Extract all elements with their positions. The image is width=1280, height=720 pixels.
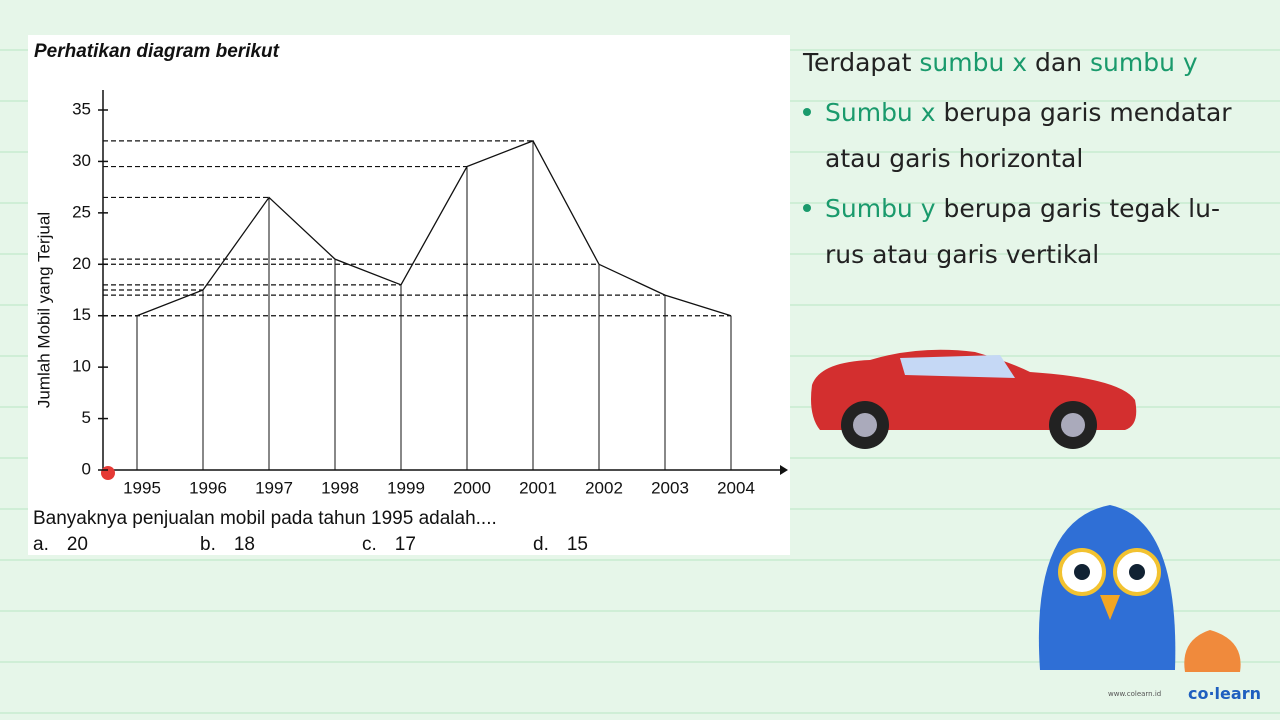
y-tick-label: 20 (72, 254, 91, 273)
text: berupa garis mendatar atau garis horizon… (825, 98, 1232, 173)
text: Terdapat (803, 48, 912, 77)
option-value: 17 (394, 534, 416, 555)
highlight: Sumbu y (825, 194, 936, 223)
option-letter: d. (533, 534, 549, 555)
option-letter: a. (33, 534, 49, 555)
y-tick-label: 10 (72, 357, 91, 376)
y-tick-label: 35 (72, 99, 91, 118)
x-tick-label: 1998 (321, 478, 359, 497)
option-letter: b. (200, 534, 216, 555)
y-tick-label: 30 (72, 151, 91, 170)
option-value: 20 (66, 534, 88, 555)
x-tick-label: 1995 (123, 478, 161, 497)
option: d. 15 (533, 534, 588, 556)
intro: Terdapat sumbu x dan sumbu y (803, 40, 1263, 86)
car (811, 349, 1137, 449)
highlight: Sumbu x (825, 98, 936, 127)
bullet: Sumbu x berupa garis mendatar atau garis… (803, 90, 1263, 182)
line (136, 140, 732, 317)
x-tick-label: 1999 (387, 478, 425, 497)
chart: Perhatikan diagram berikut Jumlah Mobil … (34, 41, 788, 497)
chart-title: Perhatikan diagram berikut (34, 41, 280, 62)
brand-url: www.colearn.id (1108, 690, 1162, 698)
x-tick-label: 2004 (717, 478, 755, 497)
option-value: 18 (233, 534, 255, 555)
text: berupa garis tegak lu-rus atau garis ver… (825, 194, 1220, 269)
y-tick-label: 15 (72, 305, 91, 324)
x-tick-label: 1996 (189, 478, 227, 497)
option-letter: c. (362, 534, 377, 555)
bullet: Sumbu y berupa garis tegak lu-rus atau g… (803, 186, 1245, 278)
x-tick-label: 2002 (585, 478, 623, 497)
x-tick-label: 2003 (651, 478, 689, 497)
y-axis-label: Jumlah Mobil yang Terjual (34, 212, 53, 408)
brand-logo: co·learn (1188, 684, 1261, 703)
text: dan (1035, 48, 1083, 77)
explanation: Terdapat sumbu x dan sumbu y Sumbu x ber… (803, 40, 1263, 278)
option-value: 15 (566, 534, 588, 555)
y-tick-label: 0 (82, 459, 91, 478)
highlight: sumbu y (1090, 48, 1198, 77)
option: b. 18 (200, 534, 255, 556)
x-tick-label: 2000 (453, 478, 491, 497)
question-text: Banyaknya penjualan mobil pada tahun 199… (33, 508, 497, 529)
y-tick-label: 25 (72, 202, 91, 221)
x-tick-label: 2001 (519, 478, 557, 497)
mascot (1038, 505, 1241, 672)
axis-arrow (780, 465, 788, 475)
x-tick-label: 1997 (255, 478, 293, 497)
option: a. 20 (33, 534, 88, 556)
y-tick-label: 5 (82, 408, 91, 427)
highlight: sumbu x (919, 48, 1028, 77)
option: c. 17 (362, 534, 416, 556)
origin-dot (101, 466, 115, 480)
